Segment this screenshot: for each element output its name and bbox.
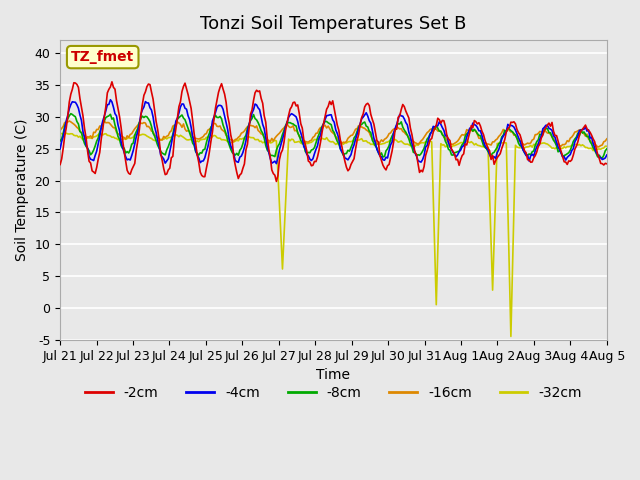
Y-axis label: Soil Temperature (C): Soil Temperature (C) — [15, 119, 29, 261]
Legend: -2cm, -4cm, -8cm, -16cm, -32cm: -2cm, -4cm, -8cm, -16cm, -32cm — [79, 380, 588, 405]
Title: Tonzi Soil Temperatures Set B: Tonzi Soil Temperatures Set B — [200, 15, 467, 33]
Text: TZ_fmet: TZ_fmet — [71, 50, 134, 64]
X-axis label: Time: Time — [317, 368, 351, 382]
